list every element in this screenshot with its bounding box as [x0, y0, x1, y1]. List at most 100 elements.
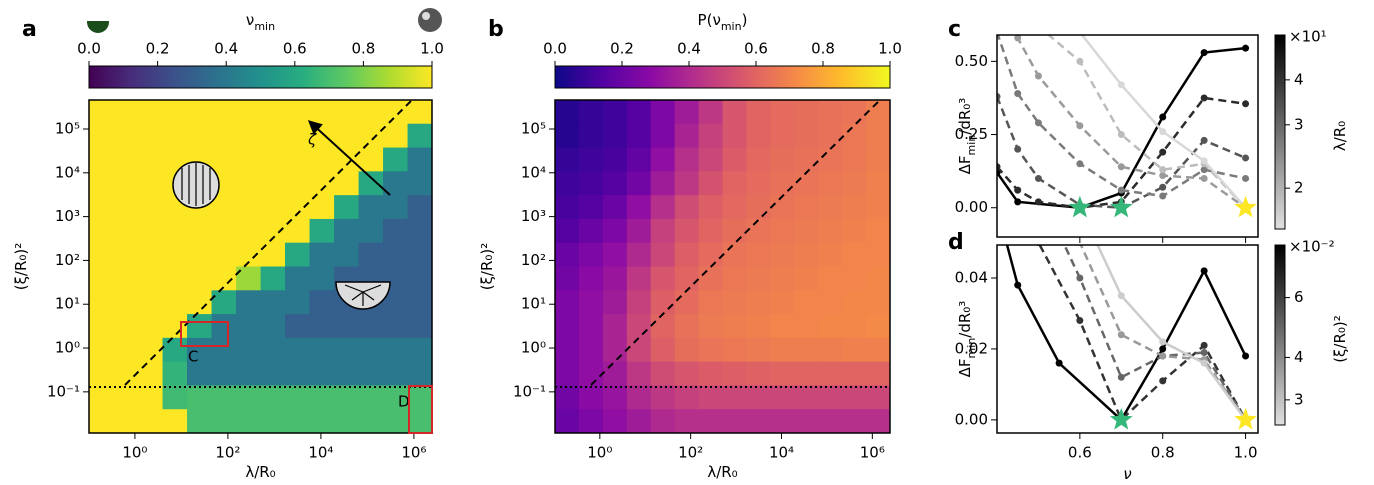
series-point [1076, 57, 1084, 65]
heat-cell [555, 337, 580, 363]
heat-cell [722, 290, 747, 315]
heat-cell [236, 100, 262, 125]
heat-cell [578, 171, 604, 196]
heat-cell [722, 385, 747, 410]
y-tick-label: 0.04 [955, 268, 988, 286]
plot-area [997, 35, 1250, 212]
heat-cell [866, 337, 891, 363]
heat-cell [309, 147, 335, 172]
series-point [1014, 186, 1022, 194]
y-tick-label: 0.00 [955, 410, 988, 428]
heat-cell [407, 195, 433, 220]
heat-cell [842, 171, 867, 196]
colorbar-tick-label: 0.0 [543, 40, 567, 58]
heat-cell [407, 290, 433, 315]
heat-cell [113, 242, 139, 268]
heat-cell [285, 195, 311, 220]
colorbar-tick-label: 6 [1294, 288, 1304, 306]
series-point [1117, 373, 1125, 381]
heat-cell [578, 385, 604, 410]
heat-cell [113, 123, 139, 149]
heat-cell [162, 290, 188, 315]
heat-cell [187, 266, 213, 291]
colorbar-tick-label: 0.0 [77, 40, 101, 58]
y-tick-label: 0.50 [955, 52, 988, 70]
label-part: ΔF [956, 358, 974, 377]
heat-cell [285, 147, 311, 172]
heat-cell [698, 409, 724, 434]
zeta-arrow [307, 120, 391, 196]
heat-cell [626, 100, 652, 125]
x-axis-label: ν [1123, 465, 1131, 483]
heat-cell [162, 218, 188, 244]
heat-cell [187, 314, 213, 339]
heat-cell [818, 171, 843, 196]
series-point [1117, 186, 1125, 194]
diagonal-guide [124, 99, 413, 386]
heat-cell [383, 100, 409, 125]
heat-cell [626, 266, 652, 291]
series-point [1117, 163, 1125, 171]
heat-cell [818, 337, 843, 363]
heat-cell [866, 409, 891, 434]
heat-cell [794, 266, 819, 291]
series-point [1014, 198, 1022, 206]
heat-cell [866, 195, 891, 220]
colorbar-offset: ×10¹ [1289, 28, 1327, 46]
label-part: min [721, 20, 742, 33]
y-tick-label: 0.02 [955, 339, 988, 357]
heat-cell [162, 123, 188, 149]
heat-cell [578, 195, 604, 220]
heat-cell [162, 242, 188, 268]
heat-cell [113, 337, 139, 363]
heat-cell [260, 361, 286, 386]
heat-cell [260, 171, 286, 196]
heat-cell [285, 123, 311, 149]
heat-cell [602, 385, 628, 410]
heat-cell [794, 314, 819, 339]
annotation: ζ [307, 131, 317, 149]
x-tick-label: 10² [215, 444, 240, 462]
heat-cell [89, 266, 115, 291]
decorations [86, 8, 890, 434]
heat-cell [260, 409, 286, 434]
heat-cell [842, 100, 867, 125]
heat-cell [722, 266, 747, 291]
heat-cell [309, 218, 335, 244]
heat-cell [602, 100, 628, 125]
heat-cell [187, 361, 213, 386]
heat-cell [334, 314, 360, 339]
heat-cell [722, 242, 747, 268]
series-point [1117, 131, 1125, 139]
heat-cell [260, 195, 286, 220]
heat-cell [602, 337, 628, 363]
heat-cell [842, 409, 867, 434]
heat-cell [407, 385, 433, 410]
series-point [1242, 174, 1250, 182]
colorbar-tick-label: 0.8 [351, 40, 375, 58]
heat-cell [187, 242, 213, 268]
colorbar-label: P(νmin) [698, 11, 748, 33]
sphere-icon [418, 8, 442, 32]
heat-cell [260, 100, 286, 125]
heat-cell [626, 290, 652, 315]
series-line [997, 96, 1247, 209]
heat-cell [309, 100, 335, 125]
heat-cell [334, 409, 360, 434]
radial-icon [335, 281, 391, 310]
heat-cell [602, 314, 628, 339]
colorbar-tick-label: 0.8 [811, 40, 835, 58]
series-point [1200, 341, 1208, 349]
heat-cell [285, 290, 311, 315]
label-part: P(ν [698, 11, 721, 29]
x-tick-label: 10⁶ [401, 444, 426, 462]
heat-cell [113, 266, 139, 291]
heat-cell [578, 409, 604, 434]
heat-cell [113, 409, 139, 434]
heat-cell [602, 361, 628, 386]
series-point [1159, 128, 1167, 136]
heat-cell [674, 242, 700, 268]
highlight-box [180, 321, 229, 347]
y-axis-label: (ξ/R₀)² [478, 243, 496, 291]
heat-cell [309, 242, 335, 268]
